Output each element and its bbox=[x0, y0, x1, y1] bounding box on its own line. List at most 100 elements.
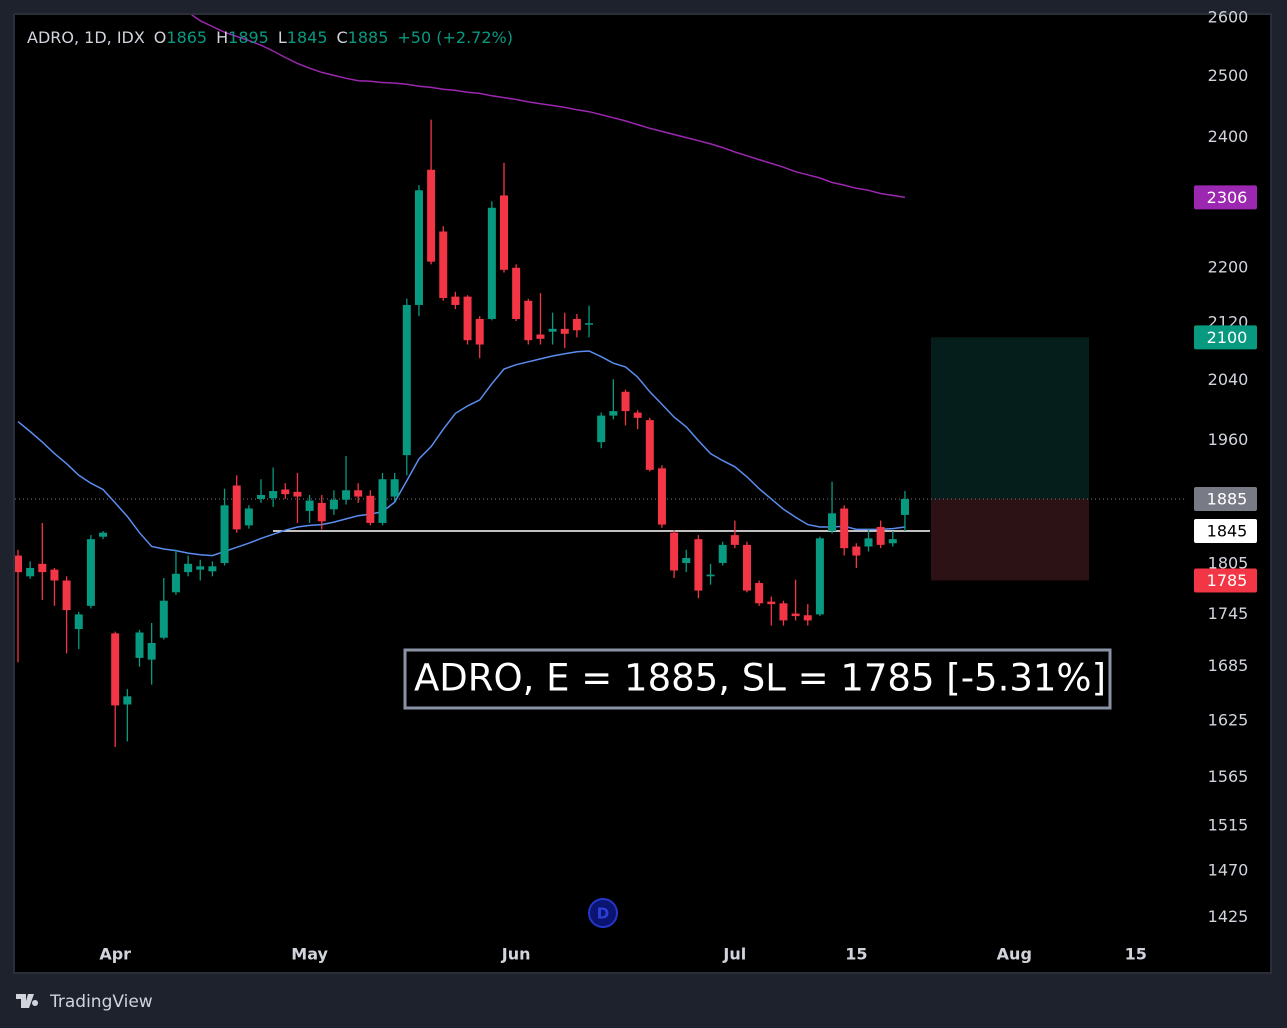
logo-icon bbox=[16, 994, 39, 1008]
price-badge-label: 2306 bbox=[1207, 188, 1248, 207]
candle-body bbox=[38, 563, 47, 573]
candle-body bbox=[15, 555, 22, 573]
y-tick-label: 1565 bbox=[1208, 767, 1249, 786]
annotation: ADRO, E = 1885, SL = 1785 [-5.31%] bbox=[414, 657, 1106, 700]
legend-item: L bbox=[278, 28, 287, 47]
y-tick-label: 1625 bbox=[1208, 710, 1249, 729]
candle-body bbox=[208, 566, 217, 572]
y-tick-label: 1470 bbox=[1208, 860, 1249, 879]
candle-body bbox=[755, 583, 764, 604]
candle-body bbox=[743, 544, 751, 591]
candle-body bbox=[232, 485, 241, 530]
candle-body bbox=[220, 505, 229, 563]
candle-body bbox=[645, 420, 654, 470]
candle-body bbox=[111, 633, 120, 706]
x-tick-label: Jun bbox=[501, 945, 531, 964]
candle-body bbox=[694, 539, 703, 591]
legend-item: O bbox=[154, 28, 167, 47]
y-tick-label: 1425 bbox=[1208, 907, 1249, 926]
candle-body bbox=[26, 567, 35, 577]
price-badge-label: 1845 bbox=[1207, 522, 1248, 541]
candle-body bbox=[815, 538, 824, 615]
candle-body bbox=[718, 544, 727, 563]
y-tick-label: 1805 bbox=[1208, 553, 1249, 572]
candle-body bbox=[791, 613, 800, 617]
moving-average-line bbox=[17, 350, 906, 557]
price-badge bbox=[1194, 486, 1257, 511]
footer-logo: TradingView bbox=[16, 992, 153, 1012]
legend-item: 1845 bbox=[287, 28, 328, 47]
candle-body bbox=[609, 411, 618, 416]
candle-body bbox=[828, 513, 837, 532]
candle-body bbox=[402, 304, 411, 456]
y-tick-label: 1745 bbox=[1208, 604, 1249, 623]
legend-item: 1885 bbox=[348, 28, 389, 47]
x-tick-label: 15 bbox=[845, 945, 867, 964]
candle-body bbox=[342, 490, 351, 500]
price-badge bbox=[1194, 325, 1257, 350]
event-marker bbox=[588, 898, 618, 928]
candle-body bbox=[439, 231, 448, 299]
candle-body bbox=[572, 318, 581, 331]
price-badge-label: 1885 bbox=[1207, 489, 1248, 508]
candle-body bbox=[159, 600, 168, 638]
candle-body bbox=[633, 412, 642, 418]
candle-body bbox=[257, 494, 265, 499]
legend-item: 1865 bbox=[166, 28, 207, 47]
candle-body bbox=[767, 601, 776, 605]
target-zone bbox=[931, 337, 1089, 499]
candle-body bbox=[62, 580, 71, 611]
candle-body bbox=[451, 296, 460, 305]
y-tick-label: 1685 bbox=[1208, 656, 1249, 675]
price-badge bbox=[1194, 519, 1257, 544]
x-tick-label: Aug bbox=[997, 945, 1032, 964]
candle-body bbox=[706, 574, 715, 577]
price-badge bbox=[1194, 568, 1257, 593]
candle-body bbox=[548, 328, 557, 332]
candle-body bbox=[74, 614, 83, 630]
candle-body bbox=[123, 696, 132, 705]
candle-body bbox=[414, 190, 423, 305]
x-tick-label: May bbox=[291, 945, 328, 964]
x-tick-label: Jul bbox=[722, 945, 746, 964]
stop-zone bbox=[931, 498, 1089, 581]
y-tick-label: 2500 bbox=[1208, 66, 1249, 85]
price-badge-label: 2100 bbox=[1207, 328, 1248, 347]
candle-body bbox=[597, 415, 606, 443]
y-tick-label: 2200 bbox=[1208, 257, 1249, 276]
y-tick-label: 1515 bbox=[1208, 815, 1249, 834]
x-tick-label: Apr bbox=[99, 945, 131, 964]
candle-body bbox=[852, 546, 861, 556]
overlay: 1425147015151565162516851745180519602040… bbox=[27, 7, 1257, 964]
candle-body bbox=[475, 318, 484, 345]
legend-item: ADRO, 1D, IDX bbox=[27, 28, 145, 47]
candle-body bbox=[840, 508, 849, 549]
candle-body bbox=[900, 498, 909, 515]
x-tick-label: 15 bbox=[1125, 945, 1147, 964]
candle-body bbox=[293, 491, 302, 497]
price-badge bbox=[1194, 185, 1257, 210]
candle-body bbox=[184, 563, 193, 573]
candle-body bbox=[427, 169, 436, 262]
candle-body bbox=[779, 603, 788, 621]
candle-body bbox=[366, 495, 375, 523]
legend-item: C bbox=[337, 28, 348, 47]
price-badge-label: 1785 bbox=[1207, 571, 1248, 590]
legend-header: ADRO, 1D, IDX O1865 H1895 L1845 C1885 +50 (+2… bbox=[27, 28, 513, 47]
y-tick-label: 2400 bbox=[1208, 127, 1249, 146]
candle-body bbox=[196, 566, 205, 570]
candle-body bbox=[888, 539, 897, 544]
candle-body bbox=[171, 573, 180, 593]
candle-body bbox=[378, 479, 387, 523]
candle-body bbox=[463, 296, 472, 341]
candle-body bbox=[305, 500, 314, 511]
candle-body bbox=[512, 267, 521, 319]
candle-body bbox=[657, 468, 666, 525]
candle-body bbox=[682, 558, 691, 563]
candle-body bbox=[670, 532, 679, 571]
plot-area: D bbox=[15, 15, 1185, 928]
y-tick-label: 2040 bbox=[1208, 370, 1249, 389]
candle-body bbox=[354, 490, 363, 497]
legend-item: +50 (+2.72%) bbox=[397, 28, 513, 47]
